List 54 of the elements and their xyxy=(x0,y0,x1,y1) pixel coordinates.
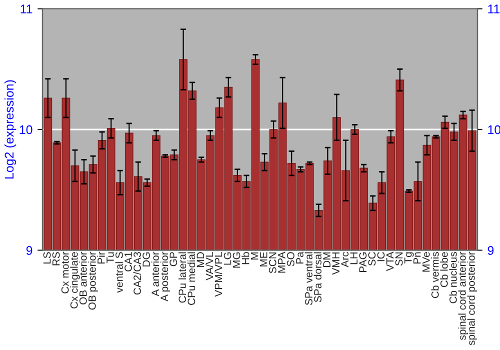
x-tick-label: DG xyxy=(142,252,150,266)
x-tick-label: SPa dorsal xyxy=(314,252,322,302)
x-tick-label: Cb vermis xyxy=(431,252,439,298)
x-tick-label: DM xyxy=(323,252,330,267)
y2-tick-label: 11 xyxy=(488,4,500,14)
x-tick-label: PAG xyxy=(359,252,367,272)
x-tick-label: LH xyxy=(350,252,358,264)
x-tick-label: Tu xyxy=(106,252,114,264)
x-tick-label: VA/VL xyxy=(206,252,214,280)
x-tick-label: VPM/VPL xyxy=(214,252,222,297)
x-tick-label: Pir xyxy=(97,252,105,264)
x-tick-label: Cb lobe xyxy=(440,252,448,288)
x-tick-label: SC xyxy=(368,252,376,266)
x-tick-label: CPu lateral xyxy=(178,252,186,303)
x-tick-label: LS xyxy=(43,252,51,264)
x-tick-label: ME xyxy=(260,252,268,266)
x-tick-label: OB anterior xyxy=(79,252,87,304)
x-tick-label: VTA xyxy=(386,252,394,272)
x-tick-label: A posterior xyxy=(160,252,170,302)
x-tick-label: M xyxy=(251,252,258,260)
x-tick-label: MVe xyxy=(422,252,430,272)
x-tick-label: MD xyxy=(196,252,204,267)
x-tick-label: Cx motor xyxy=(61,252,69,294)
x-tick-label: VMH xyxy=(332,252,340,275)
x-tick-label: A anterior xyxy=(151,252,160,296)
y-tick-label: 11 xyxy=(20,4,32,14)
x-tick-label: SO xyxy=(287,252,294,266)
y-axis-title: Log2 (expression) xyxy=(4,80,16,178)
x-tick-label: Cb nucleus xyxy=(449,252,457,304)
x-tick-label: SN xyxy=(395,252,403,266)
y-tick-label: 10 xyxy=(20,125,32,134)
x-tick-label: MPA xyxy=(278,252,286,273)
x-tick-label: Pn xyxy=(413,252,421,264)
x-tick-label: RS xyxy=(52,252,60,266)
y-tick-label: 9 xyxy=(26,246,32,255)
x-tick-label: Tg xyxy=(404,252,414,264)
x-tick-label: SPa ventral xyxy=(304,252,312,306)
x-tick-label: Cx cingulate xyxy=(70,252,80,308)
x-tick-label: LG xyxy=(224,252,232,265)
x-tick-label: Hb xyxy=(242,252,250,264)
x-tick-label: ventral S xyxy=(115,252,123,293)
x-tick-label: OB posterior xyxy=(88,252,98,310)
x-tick-label: spinal cord anterior xyxy=(458,252,468,340)
x-tick-label: CPu medial xyxy=(187,252,196,305)
x-tick-label: GP xyxy=(170,252,178,266)
x-tick-label: CA2/CA3 xyxy=(133,252,141,295)
x-tick-label: Pa xyxy=(296,252,304,264)
x-tick-label: Arc xyxy=(341,252,349,268)
x-tick-label: MG xyxy=(232,252,240,268)
x-tick-label: CA1 xyxy=(124,252,132,272)
x-tick-label: spinal cord posterior xyxy=(467,252,477,346)
y2-tick-label: 9 xyxy=(488,246,494,255)
x-tick-label: SCN xyxy=(268,252,276,274)
x-tick-label: IC xyxy=(377,252,385,262)
